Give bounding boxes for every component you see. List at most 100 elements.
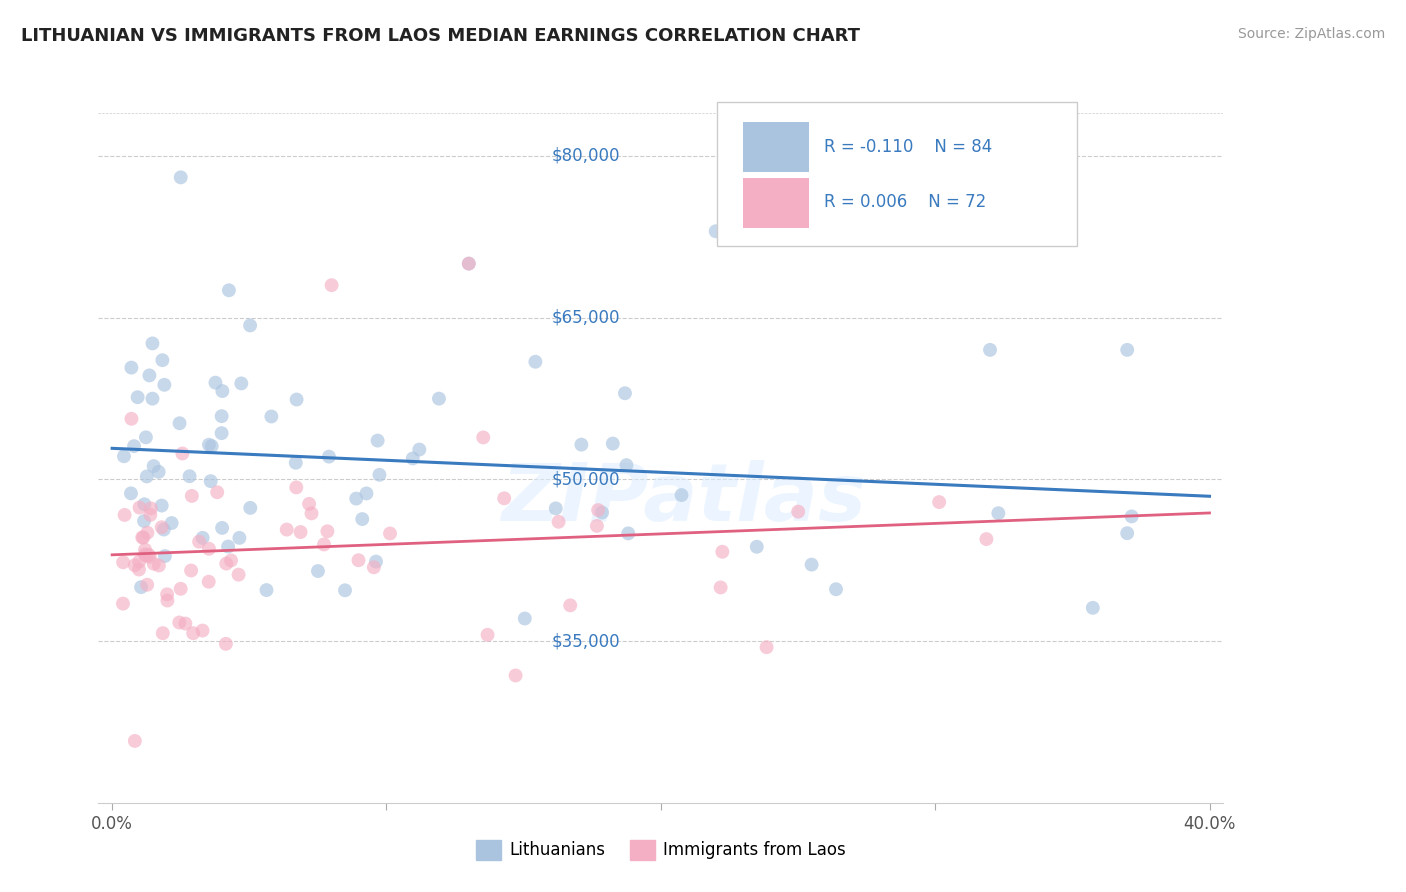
Point: [128, 500, 150, 515]
Point: [318, 450, 340, 464]
Point: [427, 392, 450, 406]
Point: [560, 599, 582, 613]
Point: [825, 582, 848, 597]
Point: [494, 491, 516, 506]
Text: $50,000: $50,000: [551, 470, 620, 488]
Point: [284, 456, 307, 470]
Point: [979, 343, 1001, 357]
Point: [378, 526, 401, 541]
Point: [134, 497, 156, 511]
Point: [228, 567, 250, 582]
FancyBboxPatch shape: [742, 178, 810, 227]
Point: [1121, 509, 1143, 524]
Point: [211, 409, 233, 424]
Point: [524, 355, 547, 369]
Point: [285, 480, 308, 494]
Point: [121, 411, 143, 425]
Point: [150, 520, 173, 534]
Point: [180, 564, 202, 578]
Point: [188, 534, 211, 549]
Point: [112, 555, 135, 569]
Point: [586, 503, 609, 517]
Point: [671, 488, 693, 502]
Point: [290, 524, 312, 539]
Point: [129, 580, 152, 594]
Point: [505, 668, 527, 682]
Point: [197, 574, 219, 589]
Point: [333, 583, 356, 598]
Point: [356, 486, 378, 500]
Point: [276, 523, 298, 537]
Point: [755, 640, 778, 655]
Point: [745, 540, 768, 554]
Text: ZIPatlas: ZIPatlas: [501, 460, 866, 539]
Point: [285, 392, 308, 407]
Point: [211, 384, 233, 398]
Point: [198, 438, 221, 452]
Point: [364, 555, 387, 569]
Point: [135, 430, 157, 444]
Point: [704, 224, 727, 238]
Point: [569, 437, 592, 451]
Point: [472, 430, 495, 444]
Point: [312, 537, 335, 551]
Point: [141, 392, 163, 406]
Point: [124, 558, 146, 573]
Point: [148, 465, 170, 479]
Point: [141, 336, 163, 351]
Point: [547, 515, 569, 529]
Point: [179, 469, 201, 483]
Point: [152, 353, 174, 368]
Point: [198, 541, 221, 556]
Point: [111, 597, 134, 611]
Point: [316, 524, 339, 539]
Point: [120, 360, 142, 375]
Point: [132, 531, 155, 545]
Point: [513, 611, 536, 625]
Point: [211, 521, 233, 535]
Point: [231, 376, 253, 391]
Point: [135, 469, 157, 483]
Point: [787, 505, 810, 519]
Point: [363, 560, 385, 574]
Point: [228, 531, 250, 545]
Point: [352, 512, 374, 526]
Point: [457, 257, 479, 271]
Point: [142, 459, 165, 474]
Point: [160, 516, 183, 530]
Point: [591, 506, 613, 520]
Point: [321, 278, 343, 293]
Point: [218, 283, 240, 297]
Point: [800, 558, 823, 572]
Point: [204, 376, 226, 390]
Point: [191, 531, 214, 545]
Point: [344, 491, 367, 506]
Point: [711, 545, 734, 559]
Point: [132, 514, 155, 528]
Point: [457, 257, 479, 271]
FancyBboxPatch shape: [742, 122, 810, 172]
Point: [987, 506, 1010, 520]
Point: [169, 615, 191, 630]
Point: [138, 368, 160, 383]
Point: [172, 446, 194, 460]
Point: [301, 507, 323, 521]
Point: [134, 548, 156, 562]
Point: [201, 439, 224, 453]
Text: R = -0.110    N = 84: R = -0.110 N = 84: [824, 137, 993, 156]
Point: [215, 637, 238, 651]
Point: [138, 548, 160, 562]
Point: [402, 451, 425, 466]
Point: [136, 578, 159, 592]
FancyBboxPatch shape: [717, 102, 1077, 246]
Point: [239, 500, 262, 515]
Point: [239, 318, 262, 333]
Point: [191, 624, 214, 638]
Point: [616, 458, 638, 472]
Point: [139, 508, 162, 522]
Point: [120, 486, 142, 500]
Point: [174, 616, 197, 631]
Point: [139, 501, 162, 516]
Point: [368, 467, 391, 482]
Point: [128, 555, 150, 569]
